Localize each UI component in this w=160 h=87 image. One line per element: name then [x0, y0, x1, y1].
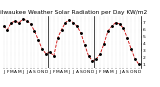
- Point: [107, 30, 109, 32]
- Point: [52, 55, 55, 57]
- Point: [138, 64, 140, 65]
- Point: [37, 39, 40, 41]
- Point: [64, 22, 67, 23]
- Point: [14, 21, 16, 22]
- Point: [2, 25, 5, 27]
- Point: [6, 29, 9, 30]
- Point: [10, 22, 12, 23]
- Point: [111, 25, 113, 27]
- Point: [72, 22, 74, 23]
- Point: [99, 53, 101, 55]
- Point: [49, 51, 51, 53]
- Point: [56, 37, 59, 39]
- Point: [134, 58, 136, 60]
- Point: [76, 25, 78, 27]
- Point: [29, 23, 32, 25]
- Point: [118, 23, 121, 25]
- Point: [84, 44, 86, 46]
- Point: [41, 48, 44, 50]
- Point: [22, 18, 24, 20]
- Point: [103, 43, 105, 44]
- Point: [91, 60, 94, 62]
- Point: [122, 27, 125, 29]
- Point: [68, 19, 71, 21]
- Point: [130, 48, 132, 50]
- Point: [80, 32, 82, 34]
- Point: [114, 22, 117, 23]
- Title: Milwaukee Weather Solar Radiation per Day KW/m2: Milwaukee Weather Solar Radiation per Da…: [0, 10, 147, 15]
- Point: [18, 22, 20, 23]
- Point: [33, 30, 36, 32]
- Point: [126, 37, 128, 39]
- Point: [60, 29, 63, 30]
- Point: [45, 53, 47, 55]
- Point: [25, 20, 28, 21]
- Point: [95, 58, 98, 60]
- Point: [87, 55, 90, 57]
